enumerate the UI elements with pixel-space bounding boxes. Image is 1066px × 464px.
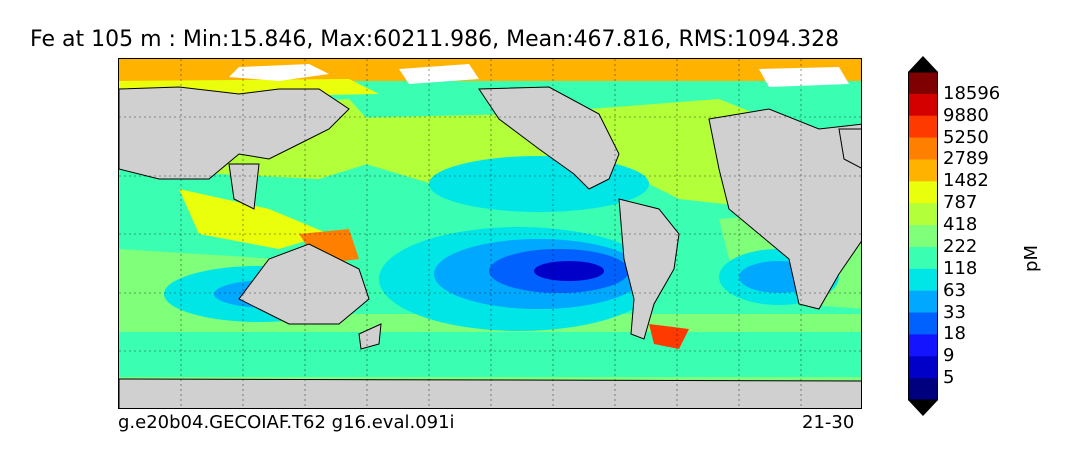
experiment-name: g.e20b04.GECOIAF.T62 g16.eval.091i [118, 412, 455, 433]
ice-patch-central [399, 64, 479, 84]
bay-of-bengal-zone [179, 189, 329, 249]
colorbar-band [908, 378, 938, 401]
colorbar-band [908, 356, 938, 379]
north-pacific-gyre [429, 156, 649, 212]
colorbar-band [908, 72, 938, 95]
landmass-asia [119, 86, 350, 180]
colorbar-band [908, 203, 938, 226]
colorbar-tick-label: 222 [943, 235, 978, 257]
colorbar-tick-label: 63 [943, 279, 966, 301]
landmass-north-america [478, 86, 620, 190]
patagonia-shelf-zone [649, 324, 689, 349]
colorbar-band [908, 312, 938, 335]
colorbar-band [908, 290, 938, 314]
year-range: 21-30 [802, 412, 855, 433]
colorbar-unit: pM [1020, 245, 1042, 272]
arctic-high-band [119, 59, 861, 81]
colorbar-extend-max [908, 56, 938, 72]
colorbar-band [908, 334, 938, 357]
landmass-antarctica [119, 378, 861, 408]
colorbar-band [908, 137, 938, 160]
landmass-europe-edge [838, 128, 861, 169]
colorbar-band [908, 181, 938, 204]
map-title: Fe at 105 m : Min:15.846, Max:60211.986,… [30, 27, 840, 52]
landmass-australia [238, 243, 370, 325]
colorbar-tick-label: 418 [943, 214, 978, 236]
colorbar-tick-label: 33 [943, 301, 966, 323]
colorbar-tick-label: 5 [943, 367, 955, 389]
colorbar-band [908, 246, 938, 270]
landmass-new-zealand [358, 323, 382, 350]
colorbar-extend-min [908, 400, 938, 416]
landmass-india [228, 163, 260, 210]
ice-patch-west [229, 64, 329, 81]
south-pacific-gyre-minimum [534, 261, 604, 281]
land-masses [119, 86, 861, 408]
colorbar-tick-label: 18596 [943, 82, 1001, 104]
colorbar-band [908, 115, 938, 139]
colorbar-outline [908, 71, 938, 401]
ocean-field-map [119, 59, 861, 408]
colorbar-bands [908, 56, 938, 416]
map-plot-area [118, 58, 862, 409]
colorbar [908, 56, 938, 416]
colorbar-tick-label: 9 [943, 345, 955, 367]
graticule [119, 59, 861, 408]
colorbar-tick-label: 5250 [943, 126, 989, 148]
colorbar-tick-label: 118 [943, 257, 978, 279]
colorbar-band [908, 159, 938, 182]
ice-patch-east [759, 67, 849, 87]
colorbar-tick-label: 2789 [943, 148, 989, 170]
landmass-africa-europe [708, 108, 861, 310]
colorbar-band [908, 225, 938, 248]
colorbar-tick-label: 18 [943, 323, 966, 345]
colorbar-tick-label: 9880 [943, 104, 989, 126]
colorbar-band [908, 268, 938, 292]
colorbar-band [908, 93, 938, 117]
colorbar-tick-label: 787 [943, 192, 978, 214]
colorbar-tick-label: 1482 [943, 170, 989, 192]
